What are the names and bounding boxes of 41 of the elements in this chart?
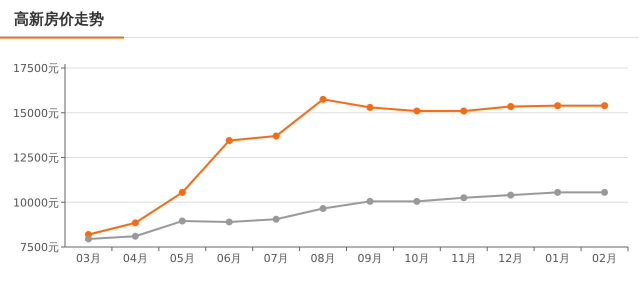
point	[460, 107, 468, 114]
point	[272, 132, 280, 140]
y-tick-label: 15000元	[13, 106, 59, 120]
point	[460, 194, 468, 202]
x-tick-label: 08月	[310, 252, 336, 265]
x-tick-label: 01月	[545, 252, 570, 265]
point	[601, 102, 608, 110]
x-tick-label: 06月	[216, 252, 242, 265]
point	[132, 232, 139, 240]
point	[320, 96, 327, 103]
x-tick-label: 10月	[404, 252, 430, 265]
point	[132, 219, 139, 226]
point	[320, 205, 327, 212]
x-tick-label: 12月	[498, 252, 524, 265]
point	[178, 188, 186, 196]
point	[84, 235, 92, 242]
x-tick-label: 05月	[170, 252, 195, 265]
point	[507, 192, 514, 199]
y-tick-label: 17500元	[13, 62, 59, 75]
point	[554, 188, 562, 196]
y-tick-label: 10000元	[13, 196, 59, 210]
x-tick-label: 02月	[592, 252, 618, 265]
point	[554, 102, 562, 110]
y-tick-label: 12500元	[13, 152, 59, 164]
point	[178, 218, 186, 225]
x-tick-label: 03月	[76, 252, 101, 265]
x-tick-label: 11月	[451, 252, 476, 265]
point	[226, 136, 233, 144]
x-tick-label: 09月	[357, 252, 382, 265]
y-tick-label: 7500元	[20, 241, 59, 254]
point	[507, 102, 514, 110]
point	[413, 107, 420, 114]
point	[272, 216, 280, 223]
point	[601, 188, 608, 196]
point	[413, 198, 420, 205]
x-tick-label: 07月	[264, 252, 289, 265]
point	[366, 198, 374, 205]
point	[366, 104, 374, 111]
point	[226, 218, 233, 226]
x-tick-label: 04月	[122, 252, 148, 265]
chart-title: 高新房价走势	[14, 10, 104, 28]
